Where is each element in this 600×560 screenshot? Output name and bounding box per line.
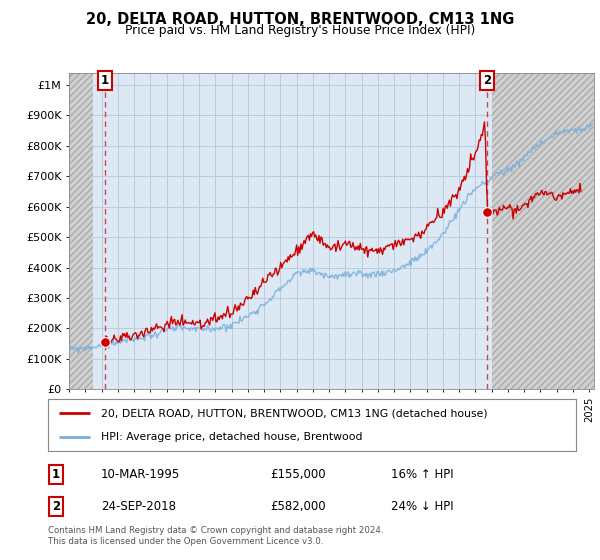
Text: 10-MAR-1995: 10-MAR-1995: [101, 468, 180, 481]
Text: Contains HM Land Registry data © Crown copyright and database right 2024.
This d: Contains HM Land Registry data © Crown c…: [48, 526, 383, 546]
Text: 16% ↑ HPI: 16% ↑ HPI: [391, 468, 454, 481]
Text: 1: 1: [52, 468, 60, 481]
Text: HPI: Average price, detached house, Brentwood: HPI: Average price, detached house, Bren…: [101, 432, 362, 442]
Text: £155,000: £155,000: [270, 468, 325, 481]
Text: 2: 2: [52, 500, 60, 513]
Text: 1: 1: [101, 74, 109, 87]
Bar: [69, 73, 94, 389]
Text: 2: 2: [483, 74, 491, 87]
Bar: [491, 73, 594, 389]
Text: 20, DELTA ROAD, HUTTON, BRENTWOOD, CM13 1NG (detached house): 20, DELTA ROAD, HUTTON, BRENTWOOD, CM13 …: [101, 408, 487, 418]
Text: Price paid vs. HM Land Registry's House Price Index (HPI): Price paid vs. HM Land Registry's House …: [125, 24, 475, 36]
Text: £582,000: £582,000: [270, 500, 325, 513]
Text: 24-SEP-2018: 24-SEP-2018: [101, 500, 176, 513]
Text: 24% ↓ HPI: 24% ↓ HPI: [391, 500, 454, 513]
Text: 20, DELTA ROAD, HUTTON, BRENTWOOD, CM13 1NG: 20, DELTA ROAD, HUTTON, BRENTWOOD, CM13 …: [86, 12, 514, 27]
